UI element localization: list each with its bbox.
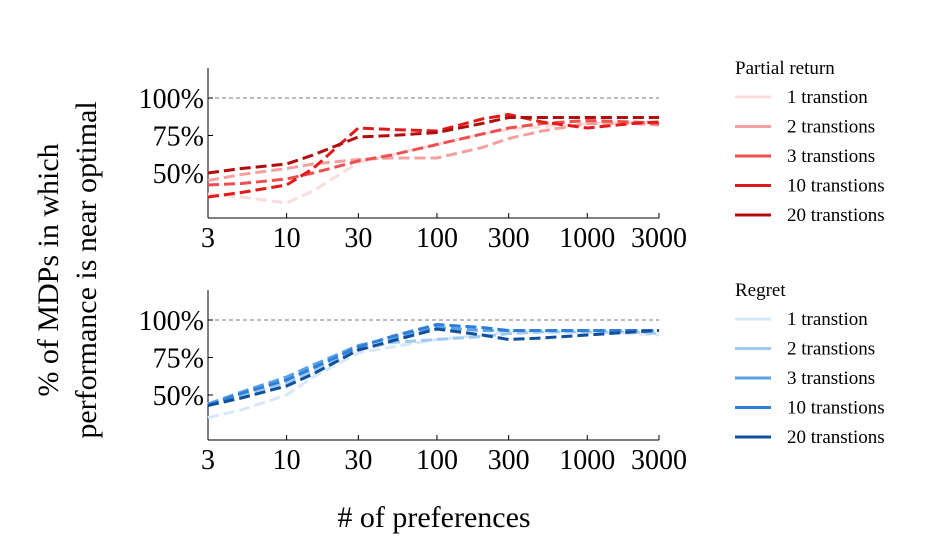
x-tick-label: 1000 xyxy=(559,223,615,254)
series-line-5 xyxy=(207,327,660,407)
x-tick-label: 30 xyxy=(344,223,372,254)
legend-label: 10 transtions xyxy=(787,176,885,197)
y-tick-label: 100% xyxy=(139,306,204,337)
legend-label: 3 transtions xyxy=(787,368,875,389)
legend-label: 2 transtions xyxy=(787,117,875,138)
x-axis-label: # of preferences xyxy=(337,501,530,534)
series-line-2 xyxy=(207,122,660,182)
top-panel-partial-return: 50% 75% 100% 3 10 30 100 300 1000 3000 Partial ret… xyxy=(139,58,885,254)
series-line-4 xyxy=(207,323,659,407)
x-tick-label: 100 xyxy=(416,445,458,476)
legend: Partial return 1 transtion 2 transtions 3 t… xyxy=(735,58,885,226)
x-tick-label: 1000 xyxy=(559,445,615,476)
legend-title: Partial return xyxy=(735,58,835,79)
y-tick-label: 50% xyxy=(153,159,204,190)
legend-label: 20 transtions xyxy=(787,205,885,226)
series-line-3 xyxy=(207,119,660,187)
x-tick-label: 300 xyxy=(488,445,530,476)
legend-label: 3 transtions xyxy=(787,146,875,167)
legend-label: 1 transtion xyxy=(787,309,868,330)
x-tick-label: 10 xyxy=(273,223,301,254)
x-tick-label: 3000 xyxy=(631,445,687,476)
series-line-2 xyxy=(207,330,660,406)
legend-title: Regret xyxy=(735,280,786,301)
series-line-5 xyxy=(207,116,659,175)
x-tick-label: 3 xyxy=(201,445,215,476)
x-tick-label: 100 xyxy=(416,223,458,254)
legend-label: 2 transtions xyxy=(787,339,875,360)
x-tick-label: 10 xyxy=(273,445,301,476)
series-line-1 xyxy=(207,330,660,419)
legend-label: 10 transtions xyxy=(787,398,885,419)
legend-label: 1 transtion xyxy=(787,87,868,108)
series-line-4 xyxy=(207,113,660,199)
x-tick-label: 3000 xyxy=(631,223,687,254)
y-tick-label: 75% xyxy=(153,344,204,375)
y-tick-label: 50% xyxy=(153,381,204,412)
y-tick-label: 100% xyxy=(139,84,204,115)
x-tick-label: 30 xyxy=(344,445,372,476)
y-tick-label: 75% xyxy=(153,122,204,153)
y-axis-label-line-1: % of MDPs in which xyxy=(32,143,65,396)
y-axis-label-line-2: performance is near optimal xyxy=(70,101,103,438)
legend-label: 20 transtions xyxy=(787,427,885,448)
x-tick-label: 3 xyxy=(201,223,215,254)
x-tick-label: 300 xyxy=(488,223,530,254)
